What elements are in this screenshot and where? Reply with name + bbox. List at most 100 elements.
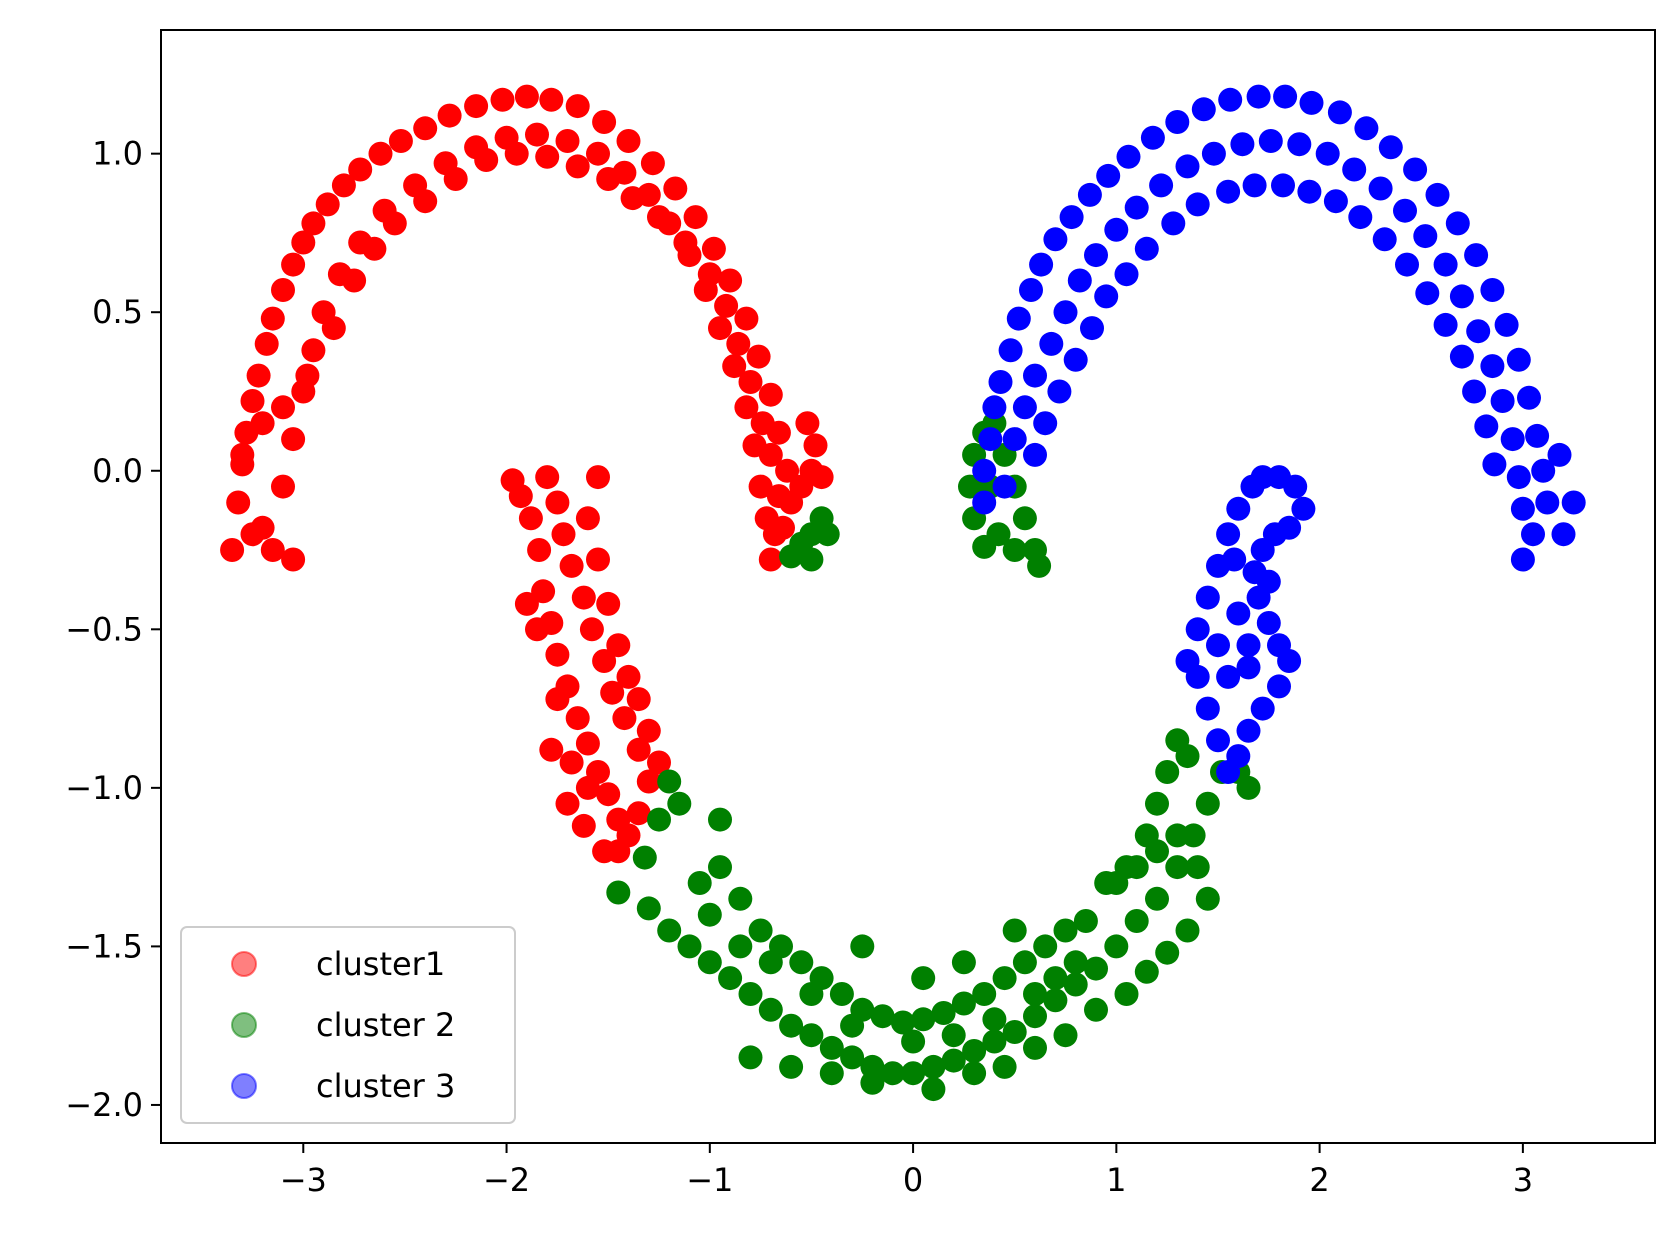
data-point [535, 465, 560, 490]
data-point [1012, 950, 1037, 975]
data-point [1500, 427, 1525, 452]
data-point [771, 515, 795, 540]
data-point [1449, 344, 1474, 369]
data-point [437, 103, 462, 128]
data-point [1043, 966, 1068, 991]
data-point [1413, 224, 1438, 249]
data-point [250, 411, 275, 436]
data-point [1517, 385, 1541, 410]
data-point [758, 547, 783, 572]
data-point [941, 1023, 966, 1048]
data-point [1445, 211, 1470, 236]
data-point [647, 205, 671, 230]
data-point [726, 331, 751, 356]
data-point [1510, 547, 1535, 572]
data-point [708, 316, 732, 341]
data-point [746, 344, 771, 369]
data-point [1256, 569, 1281, 594]
data-point [281, 252, 306, 277]
data-point [1096, 163, 1121, 188]
y-tick-label: −0.5 [65, 610, 143, 648]
data-point [388, 129, 413, 153]
data-point [789, 474, 814, 499]
data-point [1084, 956, 1108, 981]
data-point [1395, 252, 1419, 277]
data-point [1464, 243, 1489, 268]
data-point [683, 205, 708, 230]
data-point [1145, 886, 1169, 911]
y-tick-label: −1.5 [65, 927, 143, 965]
data-point [728, 934, 753, 959]
data-point [606, 633, 631, 658]
data-point [799, 982, 824, 1006]
data-point [722, 354, 747, 379]
data-point [586, 141, 610, 166]
data-point [738, 370, 763, 394]
data-point [518, 506, 543, 531]
data-point [728, 886, 753, 911]
data-point [840, 1045, 865, 1070]
data-point [531, 579, 556, 604]
legend-marker [231, 1073, 257, 1099]
data-point [1551, 522, 1576, 547]
data-point [382, 211, 407, 236]
x-tick-label: −1 [686, 1161, 733, 1199]
data-point [1073, 909, 1098, 933]
data-point [1236, 655, 1261, 680]
data-point [1053, 918, 1078, 943]
data-point [1080, 316, 1104, 341]
data-point [1342, 157, 1367, 182]
data-point [657, 918, 682, 943]
data-point [555, 129, 580, 153]
data-point [1195, 886, 1220, 911]
data-point [1462, 379, 1487, 404]
data-point [982, 395, 1007, 420]
data-point [850, 934, 875, 959]
data-point [545, 490, 570, 515]
data-point [1482, 452, 1507, 477]
data-point [1354, 116, 1379, 141]
data-point [901, 1061, 926, 1086]
data-point [600, 680, 625, 705]
data-point [982, 1029, 1007, 1054]
plot-frame [160, 29, 1656, 1144]
data-point [1165, 110, 1190, 134]
data-point [1433, 252, 1458, 277]
data-point [1315, 141, 1340, 166]
data-point [559, 553, 584, 578]
data-point [606, 839, 631, 864]
data-point [1297, 179, 1322, 204]
data-point [1425, 182, 1450, 207]
legend-label: cluster 2 [316, 1006, 455, 1044]
data-point [1145, 791, 1169, 816]
data-point [779, 1013, 804, 1038]
data-point [527, 538, 552, 562]
data-point [1063, 347, 1088, 372]
data-point [941, 1048, 966, 1073]
data-point [575, 731, 600, 756]
data-point [951, 991, 976, 1016]
data-point [1161, 211, 1186, 236]
x-tick-label: 3 [1513, 1161, 1533, 1199]
data-point [626, 801, 651, 826]
data-point [315, 192, 340, 217]
data-point [1104, 871, 1129, 895]
data-point [1002, 1020, 1027, 1044]
data-point [1114, 262, 1139, 287]
data-point [890, 1010, 915, 1035]
data-point [1201, 141, 1226, 166]
data-point [586, 547, 610, 572]
data-point [626, 737, 651, 762]
data-point [413, 189, 438, 214]
data-point [1236, 775, 1261, 800]
data-point [1185, 617, 1210, 642]
data-point [1218, 87, 1243, 112]
data-point [972, 490, 997, 515]
data-point [1258, 129, 1283, 153]
data-point [1327, 100, 1352, 125]
data-point [1348, 205, 1373, 230]
data-point [620, 186, 645, 211]
data-point [575, 775, 600, 800]
data-point [1226, 601, 1251, 626]
data-point [1023, 1035, 1047, 1060]
